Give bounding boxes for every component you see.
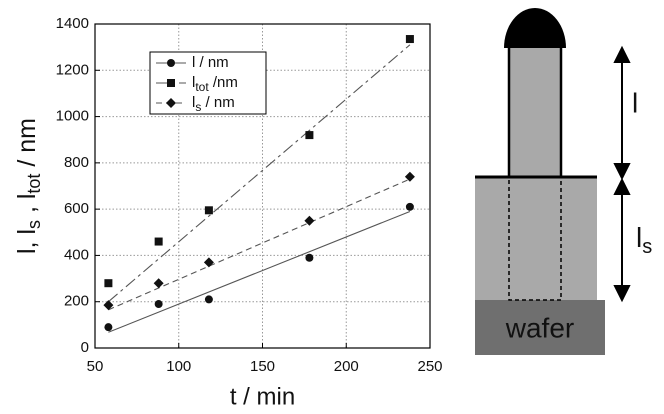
- y-axis-label: l, ls , ltot / nm: [13, 118, 44, 254]
- legend-marker: [167, 79, 175, 87]
- legend-label: ltot /nm: [192, 74, 238, 94]
- point: [304, 215, 315, 226]
- label-part: l: [192, 74, 195, 91]
- y-tick-label: 0: [81, 339, 89, 356]
- embedded-column: [508, 176, 562, 301]
- y-tick-label: 1200: [56, 61, 89, 78]
- point: [204, 295, 213, 304]
- legend-label: ls / nm: [192, 94, 235, 114]
- x-tick-label: 150: [250, 358, 275, 375]
- point: [405, 35, 414, 44]
- y-tick-label: 1000: [56, 108, 89, 125]
- legend-label: l / nm: [192, 54, 229, 71]
- point: [154, 237, 163, 246]
- arrow-heads-upper: [613, 45, 631, 181]
- label-part: , l: [13, 194, 41, 220]
- subscript: s: [24, 220, 44, 229]
- point: [305, 253, 314, 262]
- y-tick-label: 800: [64, 154, 89, 171]
- x-tick-label: 50: [87, 358, 104, 375]
- y-tick-label: 200: [64, 293, 89, 310]
- point: [405, 202, 414, 211]
- label-part: / nm: [201, 94, 234, 111]
- label-part: /nm: [209, 74, 238, 91]
- point: [103, 300, 114, 311]
- fit-line: [108, 44, 411, 303]
- plot: 50 100 150 200 250 0 200 400 600 800 1000 1200 1400 t…: [13, 15, 443, 410]
- subscript: s: [195, 100, 201, 114]
- legend-marker: [166, 98, 176, 108]
- legend-marker: [167, 59, 175, 67]
- lower-label-main: l: [636, 222, 642, 253]
- y-tick-label: 600: [64, 200, 89, 217]
- fit-line: [108, 178, 411, 311]
- label-part: l, l: [13, 229, 41, 254]
- point: [305, 131, 314, 140]
- subscript: tot: [195, 80, 209, 94]
- lower-label-sub: s: [642, 236, 652, 258]
- label-part: l: [192, 94, 195, 111]
- x-axis-label: t / min: [230, 383, 295, 410]
- upper-column: [507, 44, 563, 179]
- upper-label: l: [632, 87, 638, 118]
- wafer-block: [475, 300, 605, 355]
- arrow-heads-lower: [613, 177, 631, 303]
- point: [153, 278, 164, 289]
- wafer-label: wafer: [505, 312, 574, 343]
- fit-line: [108, 210, 411, 333]
- label-part: l / nm: [192, 54, 229, 71]
- label-part: / nm: [13, 118, 41, 174]
- point: [204, 206, 213, 215]
- point: [154, 300, 163, 309]
- x-tick-label: 250: [417, 358, 442, 375]
- point: [404, 171, 415, 182]
- y-tick-label: 400: [64, 246, 89, 263]
- y-tick-label: 1400: [56, 15, 89, 32]
- point: [203, 257, 214, 268]
- subscript: tot: [24, 174, 44, 194]
- diagram: l ls wafer: [475, 8, 652, 355]
- x-tick-label: 100: [166, 358, 191, 375]
- point: [104, 323, 113, 332]
- arrows: [613, 45, 631, 303]
- x-tick-label: 200: [334, 358, 359, 375]
- lower-label: ls: [636, 222, 652, 258]
- point: [104, 279, 113, 288]
- plot-frame: [94, 23, 431, 349]
- lower-block: [475, 177, 597, 300]
- cap: [504, 8, 566, 48]
